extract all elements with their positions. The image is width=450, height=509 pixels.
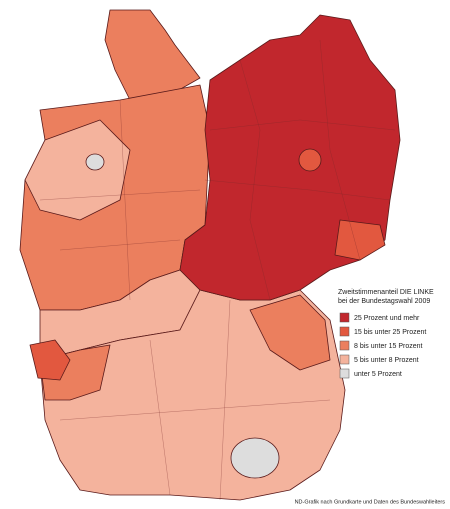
source: ND-Grafik nach Grundkarte und Daten des …: [295, 499, 446, 505]
legend-label: unter 5 Prozent: [354, 371, 402, 378]
region-grey-west: [85, 153, 105, 171]
legend-swatch: [339, 326, 350, 337]
legend-swatch: [339, 340, 350, 351]
legend-title: Zweitstimmenanteil DIE LINKE: [338, 289, 434, 296]
district-borders: [39, 39, 396, 501]
legend-label: 8 bis unter 15 Prozent: [354, 343, 423, 350]
region-north: [104, 9, 201, 101]
legend-label: 15 bis unter 25 Prozent: [354, 329, 426, 336]
region-east: [179, 14, 401, 301]
legend-swatch: [339, 354, 350, 365]
legend-swatch: [339, 312, 350, 323]
legend-swatch: [339, 368, 350, 379]
region-munich: [230, 437, 280, 479]
region-berlin: [298, 148, 322, 172]
region-saar: [29, 339, 71, 381]
legend-label: 25 Prozent und mehr: [354, 315, 420, 322]
region-south-patch: [249, 294, 331, 371]
legend-label: 5 bis unter 8 Prozent: [354, 357, 419, 364]
region-east-patch: [334, 219, 386, 261]
region-west-light: [24, 119, 131, 221]
legend-items: 25 Prozent und mehr 15 bis unter 25 Proze…: [339, 312, 426, 379]
legend: Zweitstimmenanteil DIE LINKE bei der Bun…: [338, 289, 434, 379]
germany-map: [19, 9, 401, 501]
legend-title: bei der Bundestagswahl 2009: [338, 298, 430, 305]
